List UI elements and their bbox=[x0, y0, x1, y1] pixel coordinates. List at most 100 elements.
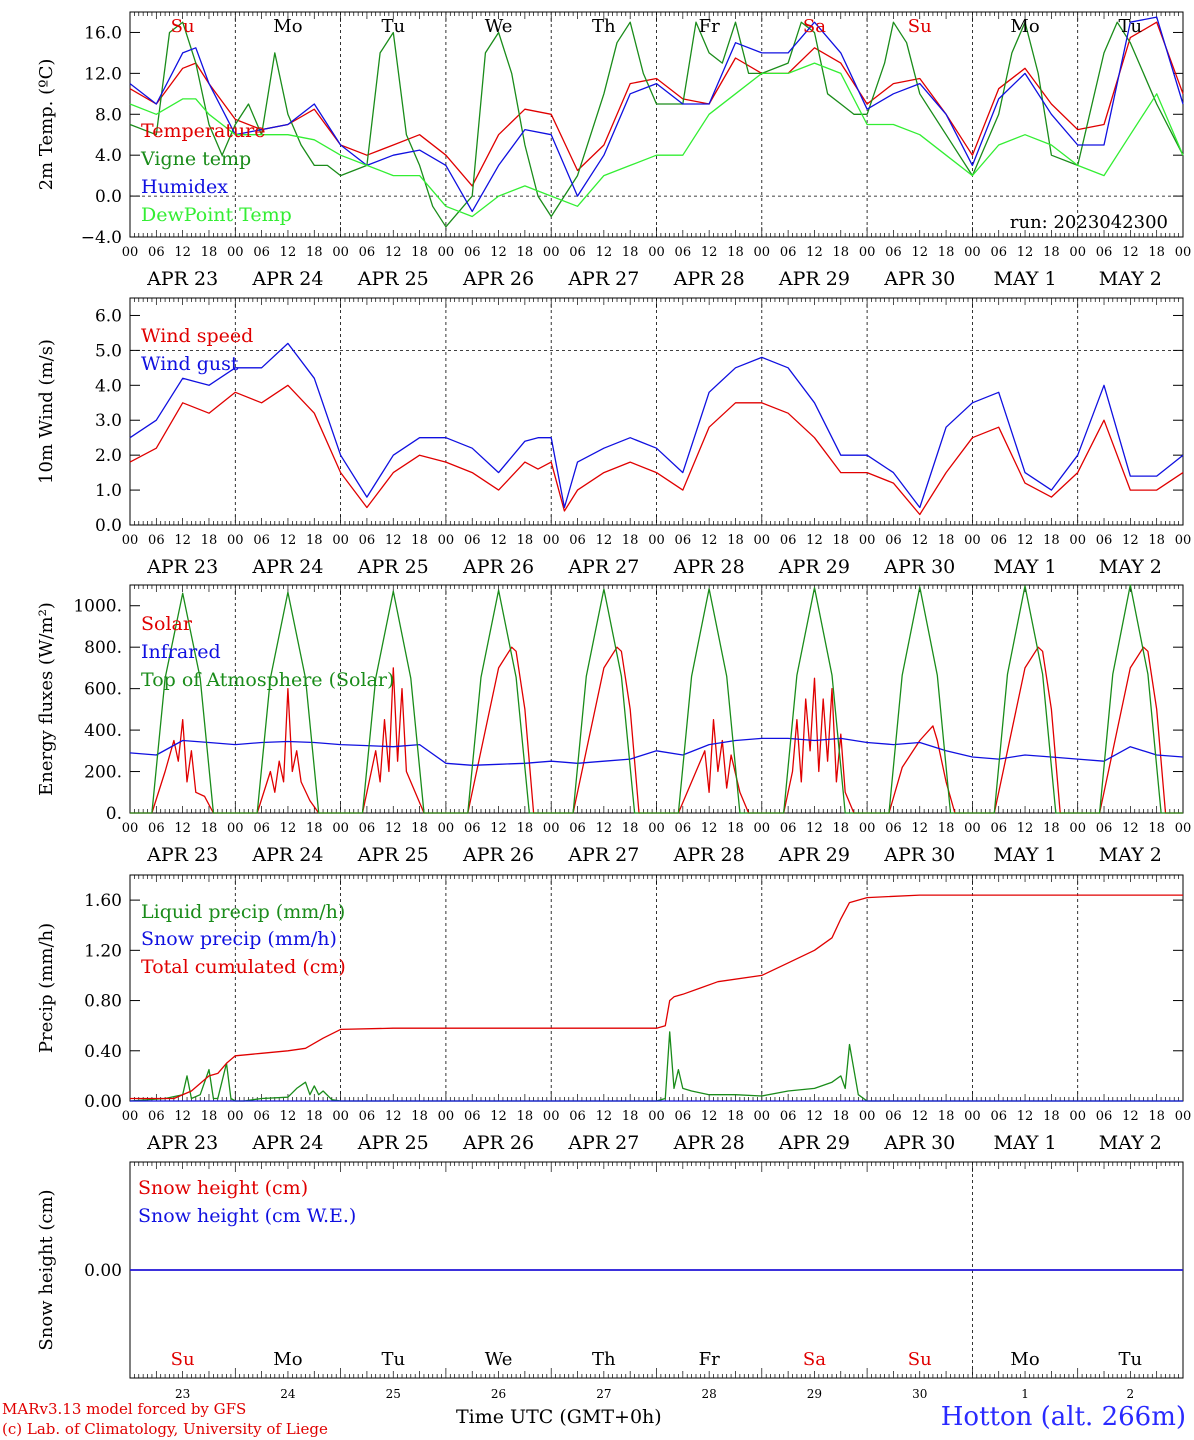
y-tick-label: 5.0 bbox=[95, 341, 122, 361]
date-label: APR 30 bbox=[883, 844, 955, 866]
hour-tick-label: 18 bbox=[938, 821, 955, 836]
weekday-label: Th bbox=[592, 1349, 616, 1370]
legend-entry: Liquid precip (mm/h) bbox=[141, 901, 345, 923]
series-line-3-2 bbox=[129, 737, 1184, 766]
weekday-label: Su bbox=[171, 1349, 195, 1370]
hour-tick-label: 00 bbox=[964, 245, 981, 260]
date-label: APR 27 bbox=[567, 844, 639, 866]
hour-tick-label: 06 bbox=[780, 245, 797, 260]
legend-entry: Wind speed bbox=[141, 325, 253, 347]
hour-tick-label: 12 bbox=[1122, 245, 1139, 260]
hour-tick-label: 06 bbox=[675, 245, 692, 260]
hour-tick-label: 12 bbox=[701, 1109, 718, 1124]
y-axis-title: Energy fluxes (W/m²) bbox=[36, 602, 57, 796]
date-label: APR 30 bbox=[883, 268, 955, 290]
hour-tick-label: 06 bbox=[569, 821, 586, 836]
date-label: APR 26 bbox=[462, 556, 534, 578]
hour-tick-label: 18 bbox=[1148, 245, 1165, 260]
hour-tick-label: 12 bbox=[911, 245, 928, 260]
hour-tick-label: 06 bbox=[990, 533, 1007, 548]
hour-tick-label: 18 bbox=[727, 533, 744, 548]
hour-tick-label: 00 bbox=[332, 533, 349, 548]
hour-tick-label: 00 bbox=[227, 533, 244, 548]
hour-tick-label: 00 bbox=[648, 821, 665, 836]
lab-credit: (c) Lab. of Climatology, University of L… bbox=[2, 1420, 328, 1438]
day-number: 25 bbox=[386, 1387, 401, 1401]
legend-entry: Top of Atmosphere (Solar) bbox=[141, 669, 394, 691]
date-label: MAY 2 bbox=[1099, 556, 1162, 578]
hour-tick-label: 18 bbox=[201, 245, 218, 260]
hour-tick-label: 00 bbox=[1069, 821, 1086, 836]
hour-tick-label: 18 bbox=[517, 1109, 534, 1124]
hour-tick-label: 06 bbox=[464, 821, 481, 836]
hour-tick-label: 12 bbox=[490, 821, 507, 836]
y-tick-label: 400. bbox=[84, 721, 122, 741]
hour-tick-label: 00 bbox=[648, 245, 665, 260]
hour-tick-label: 12 bbox=[1017, 533, 1034, 548]
hour-tick-label: 12 bbox=[1122, 1109, 1139, 1124]
hour-tick-label: 00 bbox=[438, 533, 455, 548]
hour-tick-label: 12 bbox=[490, 245, 507, 260]
panel-1: 16.0 12.0 8.0 4.0 0.0 −4.0 2m Temp. (ºC) Temper… bbox=[36, 11, 1191, 290]
y-axis-title: 10m Wind (m/s) bbox=[36, 339, 57, 484]
date-label: APR 24 bbox=[251, 556, 323, 578]
y-tick-label: 8.0 bbox=[95, 105, 122, 125]
y-tick-label: 1.20 bbox=[84, 941, 122, 961]
weekday-label: We bbox=[485, 16, 513, 37]
hour-tick-label: 18 bbox=[1148, 821, 1165, 836]
hour-tick-label: 18 bbox=[938, 1109, 955, 1124]
hour-tick-label: 18 bbox=[517, 245, 534, 260]
hour-tick-label: 12 bbox=[385, 821, 402, 836]
hour-tick-label: 00 bbox=[543, 245, 560, 260]
y-tick-label: 0.0 bbox=[95, 516, 122, 536]
legend-entry: Infrared bbox=[141, 641, 221, 663]
hour-tick-label: 00 bbox=[332, 821, 349, 836]
hour-tick-label: 12 bbox=[596, 533, 613, 548]
y-tick-label: 600. bbox=[84, 680, 122, 700]
date-label: MAY 2 bbox=[1099, 1132, 1162, 1154]
hour-tick-label: 06 bbox=[253, 821, 270, 836]
hour-tick-label: 18 bbox=[622, 821, 639, 836]
date-label: APR 27 bbox=[567, 268, 639, 290]
y-axis-title: Snow height (cm) bbox=[36, 1189, 57, 1350]
hour-tick-label: 12 bbox=[911, 821, 928, 836]
hour-tick-label: 18 bbox=[201, 1109, 218, 1124]
hour-tick-label: 00 bbox=[438, 245, 455, 260]
weekday-label: Fr bbox=[699, 16, 720, 37]
hour-tick-label: 12 bbox=[490, 1109, 507, 1124]
series-line-3-3 bbox=[130, 584, 1183, 814]
hour-tick-label: 12 bbox=[280, 1109, 297, 1124]
hour-tick-label: 06 bbox=[569, 1109, 586, 1124]
y-tick-label: 1000. bbox=[73, 597, 122, 617]
date-label: APR 25 bbox=[357, 268, 429, 290]
hour-tick-label: 06 bbox=[675, 533, 692, 548]
hour-tick-label: 12 bbox=[701, 533, 718, 548]
hour-tick-label: 00 bbox=[859, 821, 876, 836]
date-label: APR 26 bbox=[462, 844, 534, 866]
day-number: 28 bbox=[702, 1387, 717, 1401]
y-tick-label: −4.0 bbox=[81, 228, 122, 248]
hour-tick-label: 06 bbox=[885, 533, 902, 548]
hour-tick-label: 12 bbox=[596, 821, 613, 836]
weekday-label: Su bbox=[171, 16, 195, 37]
hour-tick-label: 00 bbox=[1069, 533, 1086, 548]
date-label: APR 29 bbox=[778, 1132, 850, 1154]
hour-tick-label: 00 bbox=[754, 245, 771, 260]
series-line-2-2 bbox=[129, 342, 1184, 509]
hour-tick-label: 18 bbox=[201, 533, 218, 548]
y-tick-label: 12.0 bbox=[84, 64, 122, 84]
day-number: 1 bbox=[1021, 1387, 1029, 1401]
hour-tick-label: 18 bbox=[727, 821, 744, 836]
weekday-label: Tu bbox=[381, 1349, 405, 1370]
hour-tick-label: 18 bbox=[306, 821, 323, 836]
hour-tick-label: 00 bbox=[754, 533, 771, 548]
weekday-label: Tu bbox=[1119, 16, 1143, 37]
y-tick-label: 2.0 bbox=[95, 446, 122, 466]
hour-tick-label: 00 bbox=[1175, 533, 1192, 548]
hour-tick-label: 00 bbox=[648, 533, 665, 548]
hour-tick-label: 00 bbox=[122, 1109, 139, 1124]
hour-tick-label: 18 bbox=[411, 1109, 428, 1124]
hour-tick-label: 00 bbox=[122, 533, 139, 548]
hour-tick-label: 06 bbox=[569, 245, 586, 260]
